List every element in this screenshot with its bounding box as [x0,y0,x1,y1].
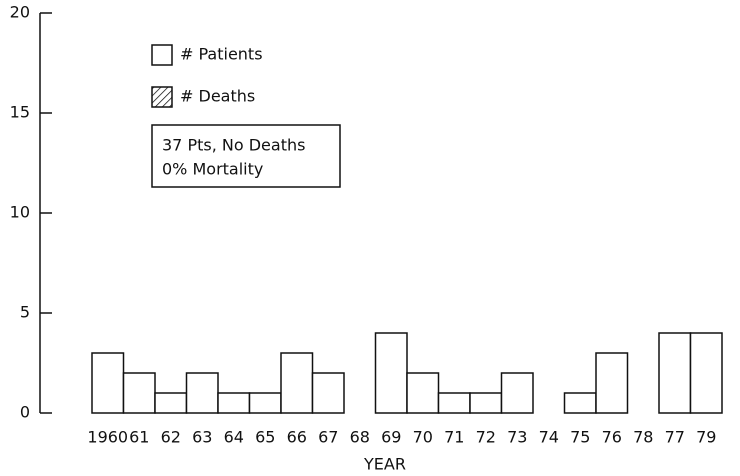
x-tick-label: 62 [161,428,181,447]
bar [437,392,471,414]
x-tick-label: 65 [255,428,275,447]
x-tick-label: 67 [318,428,338,447]
x-tick-label: 68 [350,428,370,447]
bar [374,332,408,414]
x-tick-label: 77 [665,428,685,447]
x-tick-label: 69 [381,428,401,447]
y-tick-label: 15 [10,103,30,122]
bar [154,392,188,414]
y-tick-label: 10 [10,203,30,222]
y-tick-label: 0 [20,403,30,422]
bar [689,332,723,414]
bar [595,352,629,414]
x-tick-label: 72 [476,428,496,447]
bar [658,332,692,414]
x-tick-label: 64 [224,428,244,447]
x-tick-label: 78 [633,428,653,447]
x-tick-label: 63 [192,428,212,447]
x-tick-label: 70 [413,428,433,447]
x-tick-label: 61 [129,428,149,447]
bar [469,392,503,414]
x-axis-label: YEAR [363,455,406,474]
bar [311,372,345,414]
bar [563,392,597,414]
x-tick-label: 1960 [87,428,128,447]
bar [91,352,125,414]
x-tick-label: 66 [287,428,307,447]
bar [406,372,440,414]
bar [122,372,156,414]
bar [217,392,251,414]
x-tick-label: 76 [602,428,622,447]
y-tick-label: 5 [20,303,30,322]
x-tick-label: 74 [539,428,559,447]
bar [280,352,314,414]
x-tick-label: 73 [507,428,527,447]
bar [500,372,534,414]
legend-label: # Patients [180,45,263,64]
annotation: 37 Pts, No Deaths [162,136,305,155]
annotation: 0% Mortality [162,160,263,179]
legend-swatch [151,44,173,66]
x-tick-label: 71 [444,428,464,447]
legend-swatch [151,86,173,108]
bar [248,392,282,414]
x-tick-label: 75 [570,428,590,447]
y-tick-label: 20 [10,3,30,22]
bar [185,372,219,414]
x-tick-label: 79 [696,428,716,447]
annotation-box [151,124,341,188]
legend-label: # Deaths [180,87,255,106]
